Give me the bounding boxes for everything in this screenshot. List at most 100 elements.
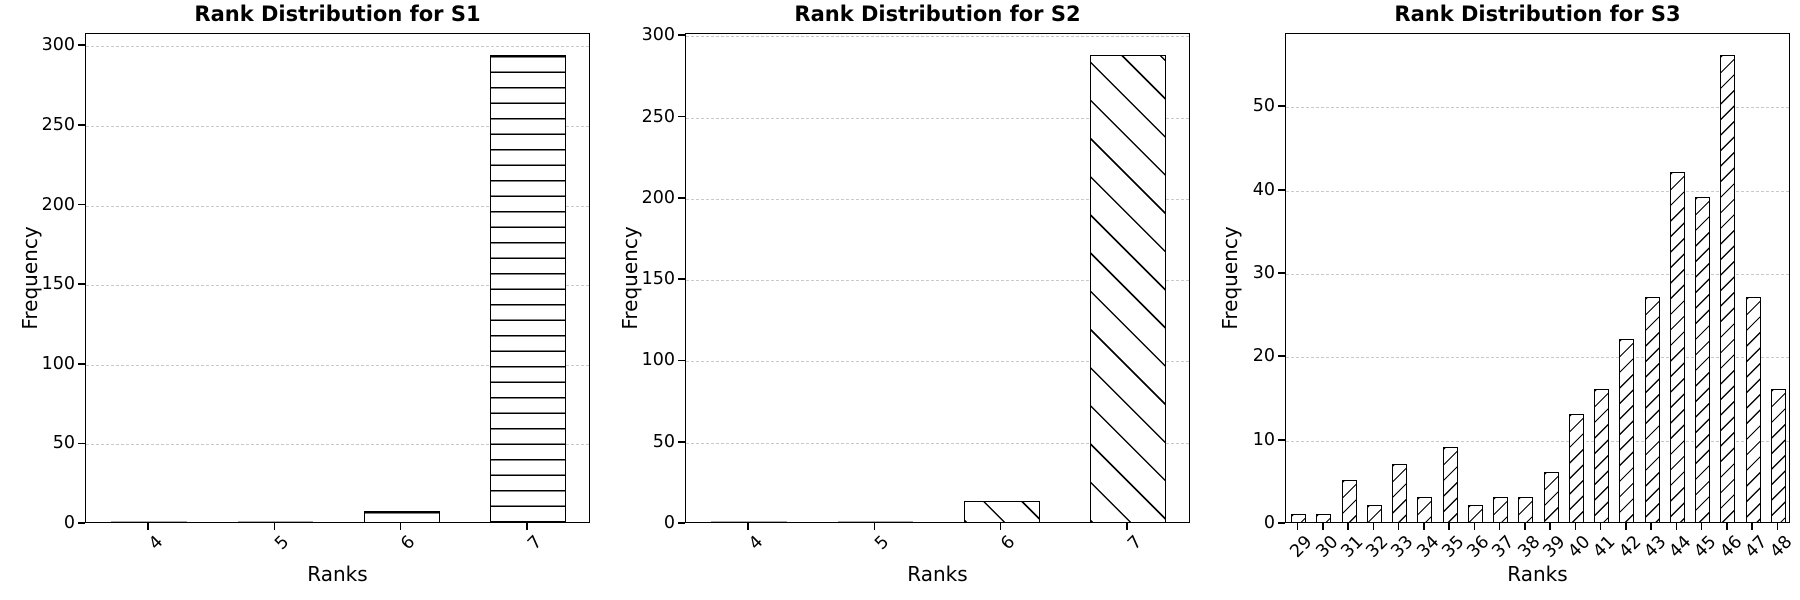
bar-hatch-pattern [1544,473,1558,522]
gridline [686,198,1189,200]
bar-rank-39 [1543,472,1559,522]
plot-area [1285,33,1790,523]
bar-hatch-pattern [1292,514,1306,522]
y-tick-mark [678,115,685,118]
gridline [1286,274,1789,275]
y-tick-label: 250 [41,114,75,135]
x-tick-mark [1625,523,1627,530]
bar-hatch-pattern [1746,298,1760,522]
gridline [86,205,589,207]
x-tick-mark [1726,523,1728,530]
y-tick-mark [678,359,685,362]
bar-rank-33 [1392,463,1408,522]
y-axis-label: Frequency [618,226,642,330]
x-tick-mark [999,523,1002,530]
y-tick-mark [78,522,85,524]
bar-hatch-pattern [1494,498,1508,522]
x-tick-mark [1700,523,1703,530]
gridline [1286,107,1789,109]
bar-rank-43 [1644,297,1660,522]
y-tick-mark [78,442,85,445]
bar-hatch-pattern [1443,448,1457,522]
y-tick-mark [1278,438,1285,441]
gridline [686,117,1189,119]
y-tick-label: 200 [641,187,675,208]
y-tick-label: 100 [641,350,675,371]
x-axis-label: Ranks [907,562,968,586]
bar-rank-5 [837,520,914,522]
chart-s2: Rank Distribution for S2 Frequency Ranks… [600,0,1200,600]
bar-hatch-pattern [964,501,1039,522]
bar-rank-48 [1770,388,1786,522]
x-tick-mark [1372,523,1375,530]
bar-rank-40 [1568,413,1584,522]
y-tick-label: 30 [1252,263,1275,283]
gridline [1286,357,1789,359]
y-tick-label: 50 [652,431,675,452]
y-tick-mark [78,123,85,126]
gridline [686,36,1189,38]
y-tick-label: 250 [641,106,675,127]
x-tick-mark [1473,523,1476,530]
y-tick-mark [1278,105,1285,108]
x-tick-mark [147,523,149,530]
y-tick-label: 40 [1252,179,1275,200]
bar-rank-47 [1745,297,1761,522]
chart-s3: Rank Distribution for S3 Frequency Ranks… [1200,0,1800,600]
x-tick-label: 6 [997,532,1020,555]
gridline [86,46,589,48]
bar-rank-42 [1619,338,1635,522]
bar-rank-46 [1720,55,1736,522]
y-tick-mark [1278,188,1285,191]
y-tick-label: 0 [1263,513,1275,533]
x-tick-label: 5 [271,532,294,555]
y-tick-mark [78,283,85,285]
y-tick-label: 150 [41,274,75,295]
bar-rank-6 [363,510,440,522]
bar-hatch-pattern [1342,481,1356,522]
x-tick-label: 7 [1124,532,1147,555]
chart-s1: Rank Distribution for S1 Frequency Ranks… [0,0,600,600]
y-tick-mark [1278,272,1285,274]
bar-hatch-pattern [1620,339,1634,522]
bar-hatch-pattern [1367,506,1381,522]
bar-hatch-pattern [1670,173,1684,522]
bar-rank-44 [1669,172,1685,522]
x-tick-mark [526,523,528,530]
gridline [686,361,1189,363]
bar-rank-41 [1594,388,1610,522]
bar-hatch-pattern [1091,56,1165,522]
y-tick-label: 300 [41,35,75,56]
y-tick-label: 300 [641,25,675,46]
y-tick-label: 50 [1252,96,1275,117]
y-tick-mark [678,440,685,443]
y-tick-mark [78,362,85,365]
bar-hatch-pattern [1569,414,1583,522]
x-tick-label: 5 [871,532,894,555]
bar-hatch-pattern [491,56,565,522]
x-tick-label: 4 [745,532,768,555]
x-tick-mark [399,523,402,530]
bar-rank-38 [1518,497,1534,522]
bar-rank-4 [711,520,788,522]
gridline [86,444,589,446]
x-tick-mark [1322,523,1324,530]
bar-rank-36 [1467,505,1483,522]
chart-title: Rank Distribution for S1 [194,2,481,26]
y-tick-label: 10 [1252,429,1275,450]
bar-hatch-pattern [1595,389,1609,522]
x-tick-mark [1126,523,1128,530]
y-axis-label: Frequency [1218,226,1242,330]
bar-rank-30 [1316,513,1332,522]
x-tick-mark [1574,523,1577,530]
y-tick-mark [678,278,685,280]
y-tick-label: 100 [41,353,75,374]
gridline [1286,440,1789,442]
bar-hatch-pattern [1696,198,1710,522]
y-tick-label: 150 [641,269,675,290]
bar-hatch-pattern [1721,56,1735,522]
y-tick-label: 20 [1252,346,1275,367]
y-axis-label: Frequency [18,226,42,330]
x-tick-mark [1675,523,1678,530]
x-tick-mark [1448,523,1450,530]
